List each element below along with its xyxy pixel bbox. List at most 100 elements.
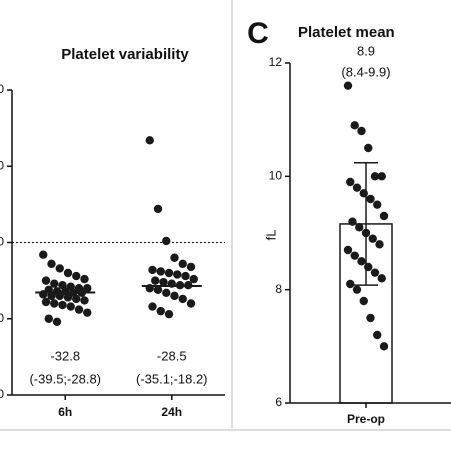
- iqr-label: (8.4-9.9): [341, 64, 390, 79]
- data-point: [189, 274, 198, 284]
- data-point: [350, 251, 359, 260]
- data-point: [355, 223, 364, 232]
- data-point: [173, 270, 182, 279]
- data-point: [162, 288, 171, 298]
- data-point: [41, 297, 51, 307]
- data-point: [47, 259, 56, 269]
- x-tick-label: Pre-op: [347, 412, 385, 426]
- data-point: [377, 172, 386, 181]
- data-point: [178, 259, 187, 269]
- iqr-label: (-35.1;-18.2): [136, 371, 208, 386]
- data-point: [66, 302, 75, 311]
- data-point: [357, 257, 366, 266]
- chart-title: Platelet mean: [298, 24, 395, 41]
- data-point: [77, 288, 86, 298]
- data-point: [352, 285, 362, 294]
- data-point: [50, 279, 59, 288]
- y-tick-label: -50: [0, 311, 4, 325]
- data-point: [55, 264, 64, 273]
- data-point: [153, 204, 163, 214]
- data-point: [343, 245, 353, 255]
- data-point: [148, 265, 157, 275]
- data-point: [72, 271, 81, 281]
- data-point: [145, 284, 154, 293]
- data-point: [178, 294, 187, 304]
- data-point: [39, 250, 48, 259]
- y-tick-label: -100: [0, 387, 4, 401]
- data-point: [361, 228, 371, 238]
- data-point: [364, 262, 373, 272]
- data-point: [83, 284, 92, 293]
- data-point: [379, 342, 389, 351]
- data-point: [377, 274, 386, 283]
- median-label: -32.8: [50, 348, 80, 363]
- data-point: [148, 302, 157, 311]
- data-point: [373, 330, 382, 340]
- data-point: [348, 217, 357, 226]
- data-point: [184, 281, 193, 290]
- y-tick-label: 50: [0, 158, 4, 172]
- data-point: [63, 293, 73, 302]
- iqr-label: (-39.5;-28.8): [29, 371, 101, 386]
- data-point: [39, 290, 48, 299]
- data-point: [379, 211, 389, 221]
- data-point: [170, 253, 179, 262]
- data-point: [145, 136, 154, 145]
- chart-title: Platelet variability: [61, 46, 189, 63]
- data-point: [156, 267, 165, 276]
- data-point: [368, 234, 377, 243]
- data-point: [364, 143, 373, 153]
- data-point: [167, 279, 176, 288]
- data-point: [366, 313, 375, 323]
- data-point: [375, 240, 384, 249]
- data-point: [366, 194, 375, 204]
- panel-label: C: [247, 17, 269, 50]
- data-point: [74, 305, 84, 314]
- data-point: [175, 281, 185, 290]
- y-tick-label: 6: [275, 395, 282, 409]
- y-tick-label: 12: [269, 55, 283, 69]
- y-tick-label: 0: [0, 235, 4, 249]
- data-point: [350, 121, 359, 130]
- data-point: [359, 189, 368, 198]
- data-point: [359, 296, 368, 306]
- data-point: [346, 279, 355, 289]
- data-point: [159, 277, 168, 287]
- data-point: [63, 268, 73, 278]
- data-point: [170, 291, 179, 301]
- data-point: [181, 271, 190, 281]
- data-point: [50, 299, 59, 308]
- data-point: [370, 172, 380, 181]
- data-point: [52, 317, 62, 326]
- data-point: [164, 309, 174, 319]
- data-point: [151, 276, 160, 285]
- data-point: [186, 262, 196, 272]
- data-point: [83, 308, 92, 317]
- data-point: [370, 268, 380, 277]
- data-point: [58, 300, 67, 310]
- data-point: [80, 296, 89, 305]
- y-tick-label: 100: [0, 82, 4, 96]
- data-point: [47, 291, 56, 301]
- data-point: [156, 306, 165, 316]
- data-point: [373, 200, 382, 209]
- data-point: [153, 285, 163, 294]
- data-point: [72, 294, 81, 304]
- median-label: -28.5: [157, 348, 187, 363]
- data-point: [80, 274, 89, 284]
- data-point: [357, 126, 366, 136]
- data-point: [352, 183, 362, 192]
- data-point: [186, 299, 196, 308]
- x-tick-label: 24h: [161, 405, 182, 419]
- data-point: [162, 236, 171, 246]
- data-point: [164, 268, 174, 278]
- data-point: [343, 81, 353, 90]
- data-point: [55, 291, 64, 301]
- y-axis-label: fL: [263, 230, 278, 241]
- y-tick-label: 10: [269, 169, 283, 183]
- data-point: [44, 314, 53, 323]
- data-point: [346, 177, 355, 187]
- data-point: [41, 276, 51, 285]
- y-tick-label: 8: [275, 282, 282, 296]
